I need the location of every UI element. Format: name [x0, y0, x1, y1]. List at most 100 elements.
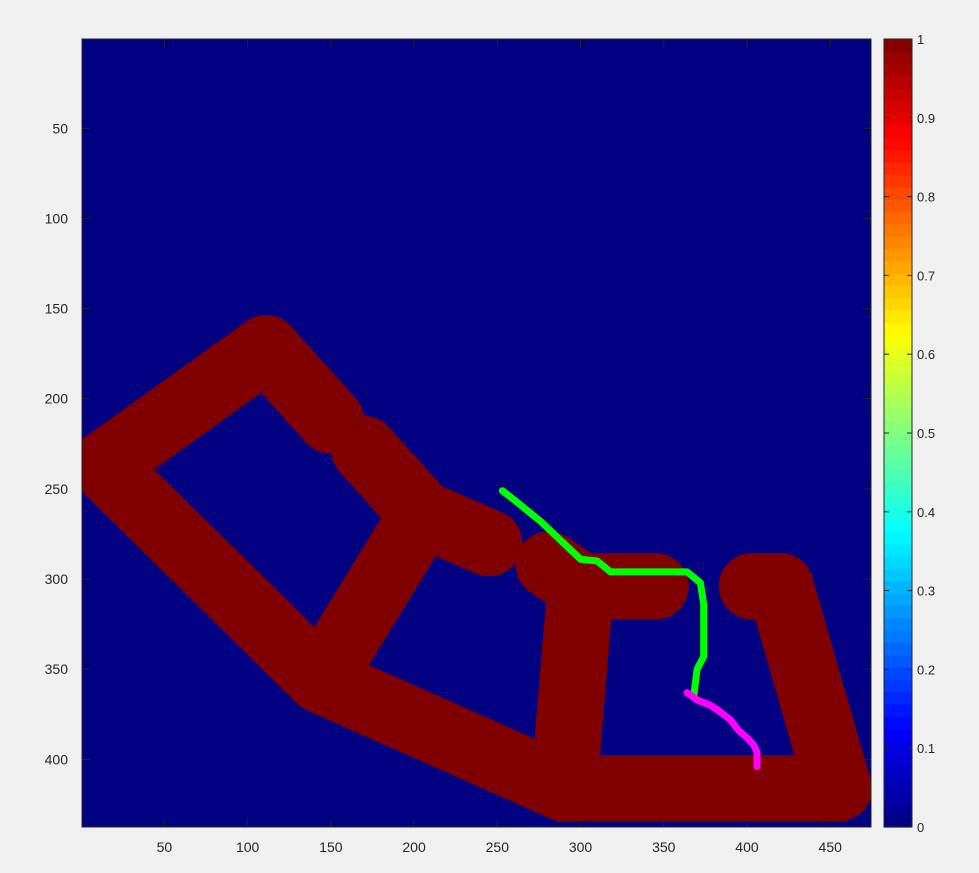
- colorbar-band: [884, 753, 912, 767]
- colorbar-band: [884, 162, 912, 176]
- colorbar-band: [884, 802, 912, 816]
- colorbar-band: [884, 457, 912, 471]
- colorbar-band: [884, 125, 912, 139]
- structure-segment-1: [232, 314, 365, 454]
- colorbar-band: [884, 211, 912, 225]
- colorbar-band: [884, 260, 912, 274]
- colorbar-band: [884, 494, 912, 508]
- y-tick-label: 350: [45, 661, 69, 677]
- colorbar-tick-label: 0.5: [917, 426, 935, 441]
- colorbar-band: [884, 112, 912, 126]
- y-tick-label: 100: [45, 210, 69, 226]
- colorbar-band: [884, 39, 912, 52]
- colorbar-band: [884, 285, 912, 299]
- trajectory-2: [683, 689, 761, 771]
- colorbar-band: [884, 728, 912, 742]
- colorbar-band: [884, 666, 912, 680]
- trajectory-1: [498, 487, 708, 700]
- colorbar-band: [884, 654, 912, 668]
- colorbar-band: [884, 556, 912, 570]
- x-tick-label: 400: [735, 839, 759, 855]
- colorbar-band: [884, 568, 912, 582]
- colorbar-band: [884, 408, 912, 422]
- colorbar-band: [884, 642, 912, 656]
- colorbar-band: [884, 346, 912, 360]
- colorbar-band: [884, 174, 912, 188]
- colorbar-tick-label: 0.3: [917, 584, 935, 599]
- colorbar-tick-label: 0.9: [917, 111, 935, 126]
- x-tick-label: 250: [486, 839, 510, 855]
- colorbar: 0 0.1 0.2 0.3 0.4 0.5 0.6 0.7 0.8 0.9 1: [883, 32, 935, 835]
- plot-background: [82, 39, 871, 827]
- colorbar-band: [884, 75, 912, 89]
- x-tick-label: 100: [236, 839, 260, 855]
- y-tick-label: 250: [45, 481, 69, 497]
- colorbar-band: [884, 777, 912, 791]
- colorbar-band: [884, 396, 912, 409]
- colorbar-band: [884, 383, 912, 397]
- colorbar-band: [884, 420, 912, 434]
- y-tick-label: 400: [45, 751, 69, 767]
- colorbar-band: [884, 814, 912, 828]
- colorbar-band: [884, 186, 912, 200]
- colorbar-band: [884, 703, 912, 717]
- colorbar-band: [884, 137, 912, 151]
- y-tick-label: 200: [45, 391, 69, 407]
- structure-segment-10: [530, 552, 614, 822]
- colorbar-band: [884, 469, 912, 483]
- colorbar-band: [884, 149, 912, 163]
- x-axis: 50 100 150 200 250 300 350 400 450: [157, 39, 842, 855]
- x-tick-label: 150: [319, 839, 343, 855]
- x-tick-label: 350: [652, 839, 676, 855]
- colorbar-tick-label: 0.1: [917, 741, 935, 756]
- y-tick-label: 300: [45, 571, 69, 587]
- y-tick-label: 50: [52, 120, 68, 136]
- colorbar-band: [884, 248, 912, 262]
- colorbar-ticks: 0 0.1 0.2 0.3 0.4 0.5 0.6 0.7 0.8 0.9 1: [884, 32, 935, 835]
- colorbar-band: [884, 630, 912, 643]
- colorbar-band: [884, 359, 912, 373]
- colorbar-tick-label: 0: [917, 820, 924, 835]
- path-layer: [498, 487, 761, 771]
- colorbar-tick-label: 0.4: [917, 505, 935, 520]
- colorbar-band: [884, 100, 912, 114]
- y-tick-label: 150: [45, 301, 69, 317]
- structure-segment-5: [82, 432, 355, 714]
- colorbar-band: [884, 433, 912, 446]
- colorbar-band: [884, 593, 912, 606]
- colorbar-band: [884, 605, 912, 619]
- colorbar-band: [884, 223, 912, 237]
- colorbar-band: [884, 482, 912, 496]
- y-axis: 50 100 150 200 250 300 350 400: [45, 120, 871, 767]
- colorbar-band: [884, 790, 912, 803]
- colorbar-band: [884, 199, 912, 212]
- colorbar-band: [884, 617, 912, 631]
- colorbar-band: [884, 334, 912, 348]
- colorbar-band: [884, 88, 912, 102]
- colorbar-band: [884, 531, 912, 545]
- structure-segment-6: [287, 646, 598, 822]
- colorbar-band: [884, 445, 912, 459]
- plot-frame: [81, 38, 872, 828]
- colorbar-band: [884, 765, 912, 779]
- x-tick-label: 300: [569, 839, 593, 855]
- heatmap-axes: 50 100 150 200 250 300 350 400 450 50 100 150 200 25…: [45, 38, 872, 855]
- colorbar-band: [884, 679, 912, 693]
- colorbar-tick-label: 0.8: [917, 190, 935, 205]
- colorbar-tick-label: 0.2: [917, 662, 935, 677]
- colorbar-band: [884, 322, 912, 336]
- x-tick-label: 50: [157, 839, 173, 855]
- colorbar-band: [884, 716, 912, 730]
- colorbar-tick-label: 1: [917, 32, 924, 47]
- colorbar-band: [884, 506, 912, 520]
- colorbar-band: [884, 740, 912, 754]
- colorbar-band: [884, 543, 912, 557]
- x-tick-label: 200: [402, 839, 426, 855]
- structure-segment-12: [746, 552, 871, 822]
- colorbar-band: [884, 297, 912, 311]
- colorbar-band: [884, 236, 912, 249]
- colorbar-tick-label: 0.7: [917, 268, 935, 283]
- colorbar-band: [884, 309, 912, 323]
- colorbar-band: [884, 580, 912, 594]
